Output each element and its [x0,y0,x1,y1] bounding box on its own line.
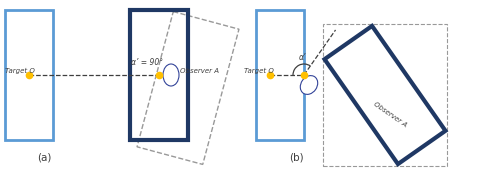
Text: α’ = 90°: α’ = 90° [131,58,163,67]
Text: Target O: Target O [244,68,274,74]
Text: Observer A: Observer A [372,101,408,129]
Bar [5,10,53,140]
Text: Observer A: Observer A [180,68,219,74]
Text: (b): (b) [288,153,304,163]
Ellipse shape [163,64,179,86]
Bar [130,10,188,140]
Bar [322,24,448,166]
Text: (a): (a) [37,153,51,163]
Text: Target O: Target O [5,68,35,74]
Ellipse shape [300,76,318,94]
Text: α’: α’ [299,53,306,62]
Bar [256,10,304,140]
